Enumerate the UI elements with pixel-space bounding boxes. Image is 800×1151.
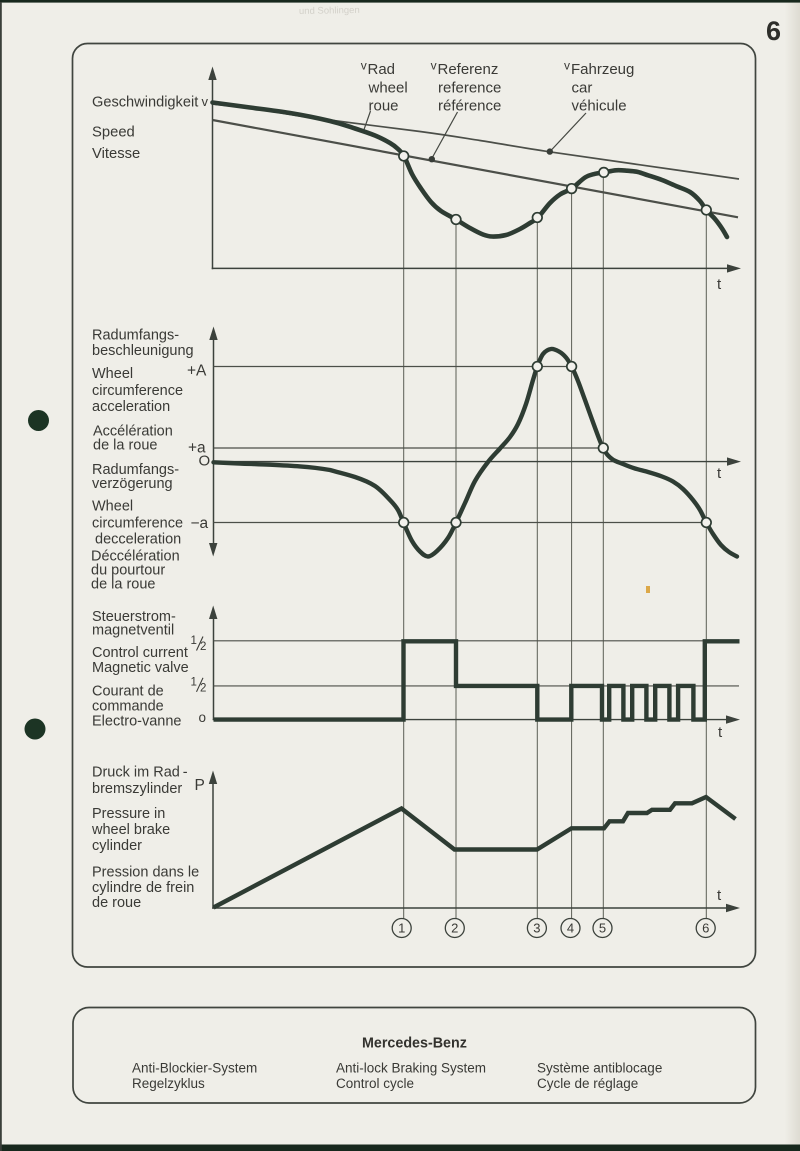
svg-text:Magnetic valve: Magnetic valve bbox=[92, 660, 189, 676]
svg-text:reference: reference bbox=[438, 79, 501, 96]
svg-text:und Sohlingen: und Sohlingen bbox=[299, 5, 360, 17]
svg-text:wheel brake: wheel brake bbox=[91, 822, 170, 838]
svg-text:beschleunigung: beschleunigung bbox=[92, 343, 194, 359]
svg-text:t: t bbox=[717, 465, 722, 482]
svg-text:−a: −a bbox=[191, 515, 209, 532]
svg-text:Vitesse: Vitesse bbox=[92, 146, 140, 162]
svg-text:Radumfangs-: Radumfangs- bbox=[92, 462, 179, 478]
svg-text:o: o bbox=[199, 710, 207, 725]
svg-text:Fahrzeug: Fahrzeug bbox=[571, 61, 634, 78]
svg-text:Control cycle: Control cycle bbox=[336, 1076, 414, 1091]
svg-text:P: P bbox=[195, 777, 205, 794]
svg-text:Geschwindigkeit: Geschwindigkeit bbox=[92, 95, 198, 111]
svg-text:magnetventil: magnetventil bbox=[92, 623, 174, 639]
svg-text:de roue: de roue bbox=[92, 895, 141, 911]
svg-text:circumference: circumference bbox=[92, 383, 183, 399]
svg-text:wheel: wheel bbox=[368, 79, 408, 96]
svg-text:+A: +A bbox=[187, 363, 207, 380]
svg-text:1: 1 bbox=[191, 635, 197, 647]
svg-text:Steuerstrom-: Steuerstrom- bbox=[92, 609, 176, 625]
svg-text:roue: roue bbox=[369, 98, 399, 115]
svg-text:Courant de: Courant de bbox=[92, 683, 164, 699]
svg-text:verzögerung: verzögerung bbox=[92, 476, 173, 492]
svg-text:bremszylinder: bremszylinder bbox=[92, 781, 182, 797]
svg-text:Accélération: Accélération bbox=[93, 423, 173, 439]
svg-text:6: 6 bbox=[766, 16, 781, 46]
svg-text:de la roue: de la roue bbox=[91, 576, 156, 592]
svg-text:du pourtour: du pourtour bbox=[91, 562, 165, 578]
svg-text:t: t bbox=[718, 724, 723, 741]
svg-text:1: 1 bbox=[191, 676, 197, 688]
svg-text:Pression dans le: Pression dans le bbox=[92, 864, 199, 880]
svg-text:Mercedes-Benz: Mercedes-Benz bbox=[362, 1036, 467, 1052]
svg-text:véhicule: véhicule bbox=[572, 98, 627, 115]
svg-text:4: 4 bbox=[567, 921, 574, 936]
svg-text:Déccélération: Déccélération bbox=[91, 548, 180, 564]
svg-text:v: v bbox=[361, 59, 367, 73]
svg-text:+a: +a bbox=[188, 440, 206, 457]
svg-text:Rad: Rad bbox=[368, 61, 396, 78]
svg-text:6: 6 bbox=[702, 921, 709, 936]
svg-text:Regelzyklus: Regelzyklus bbox=[132, 1076, 205, 1091]
svg-text:commande: commande bbox=[92, 698, 164, 714]
svg-text:cylindre de frein: cylindre de frein bbox=[92, 880, 194, 896]
svg-text:Speed: Speed bbox=[92, 125, 135, 141]
svg-text:Wheel: Wheel bbox=[92, 366, 133, 382]
svg-text:Pressure in: Pressure in bbox=[92, 806, 165, 822]
svg-text:circumference: circumference bbox=[92, 516, 183, 532]
svg-text:Wheel: Wheel bbox=[92, 499, 133, 515]
svg-text:Anti-lock Braking System: Anti-lock Braking System bbox=[336, 1061, 486, 1076]
svg-text:2: 2 bbox=[451, 921, 458, 936]
svg-text:Electro-vanne: Electro-vanne bbox=[92, 713, 181, 729]
svg-text:Cycle de réglage: Cycle de réglage bbox=[537, 1076, 638, 1091]
svg-text:v: v bbox=[202, 94, 209, 109]
svg-text:car: car bbox=[572, 79, 593, 96]
svg-text:référence: référence bbox=[438, 98, 501, 115]
svg-text:t: t bbox=[717, 276, 722, 293]
svg-text:cylinder: cylinder bbox=[92, 838, 142, 854]
svg-text:O: O bbox=[199, 453, 211, 470]
svg-text:Control current: Control current bbox=[92, 645, 188, 661]
svg-text:decceleration: decceleration bbox=[95, 531, 181, 547]
svg-text:Radumfangs-: Radumfangs- bbox=[92, 328, 179, 344]
svg-text:v: v bbox=[564, 59, 570, 73]
svg-text:t: t bbox=[717, 887, 722, 904]
svg-text:1: 1 bbox=[398, 921, 405, 936]
svg-text:Druck im Rad -: Druck im Rad - bbox=[92, 765, 188, 781]
svg-text:v: v bbox=[431, 59, 437, 73]
svg-text:Système antiblocage: Système antiblocage bbox=[537, 1061, 662, 1076]
svg-text:acceleration: acceleration bbox=[92, 399, 170, 415]
svg-text:5: 5 bbox=[599, 921, 606, 936]
svg-text:2: 2 bbox=[200, 641, 206, 653]
svg-text:Referenz: Referenz bbox=[438, 61, 499, 78]
svg-text:de la roue: de la roue bbox=[93, 437, 158, 453]
svg-text:2: 2 bbox=[200, 682, 206, 694]
svg-text:3: 3 bbox=[533, 921, 540, 936]
svg-text:Anti-Blockier-System: Anti-Blockier-System bbox=[132, 1061, 257, 1076]
